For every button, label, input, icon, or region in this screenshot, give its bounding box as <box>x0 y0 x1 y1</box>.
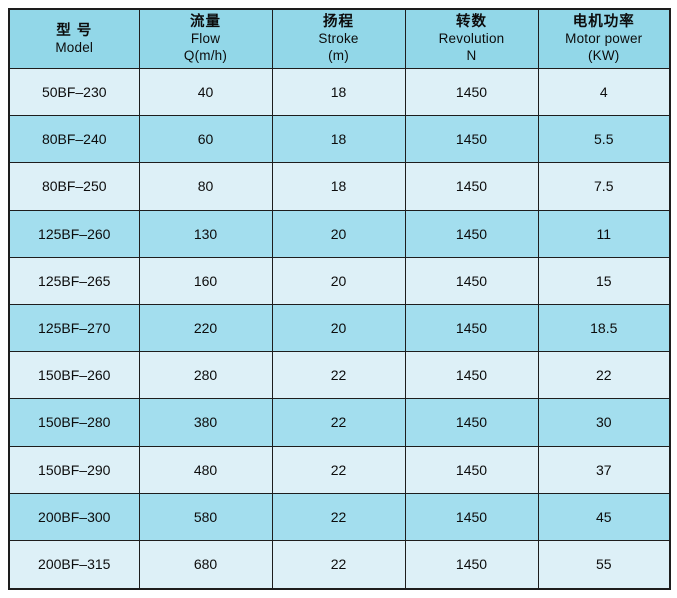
cell-flow: 380 <box>138 398 273 447</box>
pump-spec-table: 型 号 Model 流量 Flow Q(m/h) 扬程 Stroke (m) 转数 Revolut… <box>8 8 671 590</box>
cell-motor_power: 4 <box>537 67 671 117</box>
cell-revolution: 1450 <box>404 398 539 447</box>
cell-flow: 480 <box>138 445 273 494</box>
cell-stroke: 20 <box>271 209 406 258</box>
cell-motor_power: 15 <box>537 256 671 305</box>
cell-motor_power: 18.5 <box>537 303 671 353</box>
header-text-zh: 型 号 <box>56 22 93 39</box>
table-row: 200BF–300 580 22 1450 45 <box>8 492 671 541</box>
cell-motor_power: 11 <box>537 209 671 258</box>
column-header-revolution: 转数 Revolution N <box>404 8 539 69</box>
cell-revolution: 1450 <box>404 445 539 494</box>
cell-model: 125BF–265 <box>8 256 140 305</box>
header-text-en: Model <box>55 39 94 55</box>
cell-model: 150BF–260 <box>8 351 140 400</box>
cell-revolution: 1450 <box>404 303 539 353</box>
cell-revolution: 1450 <box>404 256 539 305</box>
cell-revolution: 1450 <box>404 351 539 400</box>
cell-revolution: 1450 <box>404 67 539 117</box>
header-text-zh: 扬程 <box>323 14 354 31</box>
cell-flow: 60 <box>138 115 273 164</box>
cell-stroke: 18 <box>271 67 406 117</box>
cell-motor_power: 7.5 <box>537 162 671 211</box>
cell-model: 125BF–270 <box>8 303 140 353</box>
header-text-en: Stroke <box>318 31 359 47</box>
cell-model: 125BF–260 <box>8 209 140 258</box>
header-text-zh: 转数 <box>456 14 487 31</box>
table-row: 125BF–270 220 20 1450 18.5 <box>8 303 671 353</box>
table-row: 150BF–280 380 22 1450 30 <box>8 398 671 447</box>
cell-flow: 280 <box>138 351 273 400</box>
cell-revolution: 1450 <box>404 492 539 541</box>
table-row: 150BF–290 480 22 1450 37 <box>8 445 671 494</box>
table-row: 80BF–240 60 18 1450 5.5 <box>8 115 671 164</box>
cell-model: 80BF–250 <box>8 162 140 211</box>
cell-stroke: 22 <box>271 445 406 494</box>
cell-motor_power: 45 <box>537 492 671 541</box>
table-row: 50BF–230 40 18 1450 4 <box>8 67 671 117</box>
column-header-flow: 流量 Flow Q(m/h) <box>138 8 273 69</box>
cell-stroke: 20 <box>271 303 406 353</box>
cell-stroke: 18 <box>271 115 406 164</box>
cell-flow: 160 <box>138 256 273 305</box>
header-text-sub: Q(m/h) <box>183 48 228 64</box>
table-row: 80BF–250 80 18 1450 7.5 <box>8 162 671 211</box>
cell-stroke: 22 <box>271 539 406 590</box>
cell-stroke: 22 <box>271 398 406 447</box>
table-row: 125BF–265 160 20 1450 15 <box>8 256 671 305</box>
cell-motor_power: 30 <box>537 398 671 447</box>
cell-flow: 580 <box>138 492 273 541</box>
cell-model: 150BF–290 <box>8 445 140 494</box>
cell-stroke: 22 <box>271 351 406 400</box>
header-text-sub: (KW) <box>587 48 620 64</box>
cell-model: 50BF–230 <box>8 67 140 117</box>
cell-flow: 40 <box>138 67 273 117</box>
cell-flow: 80 <box>138 162 273 211</box>
column-header-motor-power: 电机功率 Motor power (KW) <box>537 8 671 69</box>
header-text-zh: 流量 <box>190 14 221 31</box>
header-text-en: Revolution <box>438 31 505 47</box>
cell-model: 200BF–315 <box>8 539 140 590</box>
header-text-sub: N <box>466 48 477 64</box>
header-text-en: Motor power <box>565 31 643 47</box>
table-body: 50BF–230 40 18 1450 4 80BF–240 60 18 1450 5.5 80BF… <box>8 67 671 590</box>
cell-motor_power: 37 <box>537 445 671 494</box>
column-header-stroke: 扬程 Stroke (m) <box>271 8 406 69</box>
table-header: 型 号 Model 流量 Flow Q(m/h) 扬程 Stroke (m) 转数 Revolut… <box>8 8 671 69</box>
header-text-zh: 电机功率 <box>572 14 635 31</box>
cell-flow: 130 <box>138 209 273 258</box>
cell-flow: 680 <box>138 539 273 590</box>
cell-revolution: 1450 <box>404 115 539 164</box>
cell-flow: 220 <box>138 303 273 353</box>
header-row: 型 号 Model 流量 Flow Q(m/h) 扬程 Stroke (m) 转数 Revolut… <box>8 8 671 69</box>
cell-model: 200BF–300 <box>8 492 140 541</box>
header-text-sub: (m) <box>328 48 349 64</box>
cell-revolution: 1450 <box>404 539 539 590</box>
cell-stroke: 18 <box>271 162 406 211</box>
table-row: 150BF–260 280 22 1450 22 <box>8 351 671 400</box>
column-header-model: 型 号 Model <box>8 8 140 69</box>
table-row: 200BF–315 680 22 1450 55 <box>8 539 671 590</box>
cell-model: 150BF–280 <box>8 398 140 447</box>
cell-revolution: 1450 <box>404 162 539 211</box>
header-text-en: Flow <box>190 31 221 47</box>
cell-revolution: 1450 <box>404 209 539 258</box>
cell-stroke: 20 <box>271 256 406 305</box>
table-row: 125BF–260 130 20 1450 11 <box>8 209 671 258</box>
cell-stroke: 22 <box>271 492 406 541</box>
cell-motor_power: 22 <box>537 351 671 400</box>
cell-motor_power: 5.5 <box>537 115 671 164</box>
cell-motor_power: 55 <box>537 539 671 590</box>
cell-model: 80BF–240 <box>8 115 140 164</box>
